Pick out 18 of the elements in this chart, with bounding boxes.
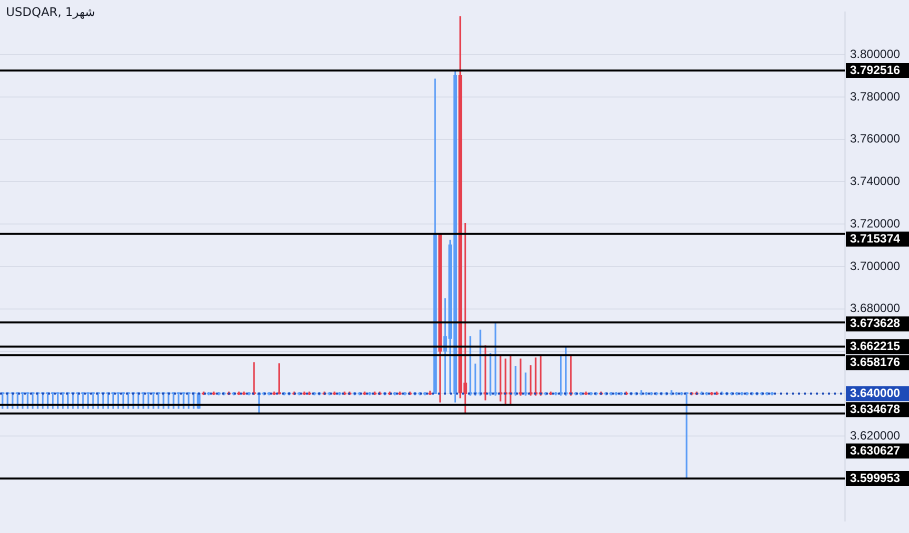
ref-line-label: 3.792516 [850, 62, 900, 77]
ref-line-label: 3.630627 [850, 443, 900, 458]
ref-line-label: 3.658176 [850, 354, 900, 369]
y-tick-label: 3.680000 [850, 301, 900, 316]
ref-line-label: 3.673628 [850, 316, 900, 330]
y-tick-label: 3.620000 [850, 428, 900, 442]
y-tick-label: 3.720000 [850, 216, 900, 230]
y-tick-label: 3.800000 [850, 46, 900, 61]
ref-line-label: 3.662215 [850, 338, 900, 353]
y-tick-label: 3.700000 [850, 258, 900, 273]
ref-line-label: 3.599953 [850, 470, 900, 485]
chart-title: USDQAR, 1شهر [6, 5, 96, 19]
ref-line-label: 3.640000 [850, 386, 900, 400]
ref-line-label: 3.715374 [850, 231, 900, 246]
y-tick-label: 3.780000 [850, 89, 900, 104]
y-tick-label: 3.760000 [850, 132, 900, 146]
y-tick-label: 3.740000 [850, 174, 900, 188]
ref-line-label: 3.634678 [850, 402, 900, 416]
